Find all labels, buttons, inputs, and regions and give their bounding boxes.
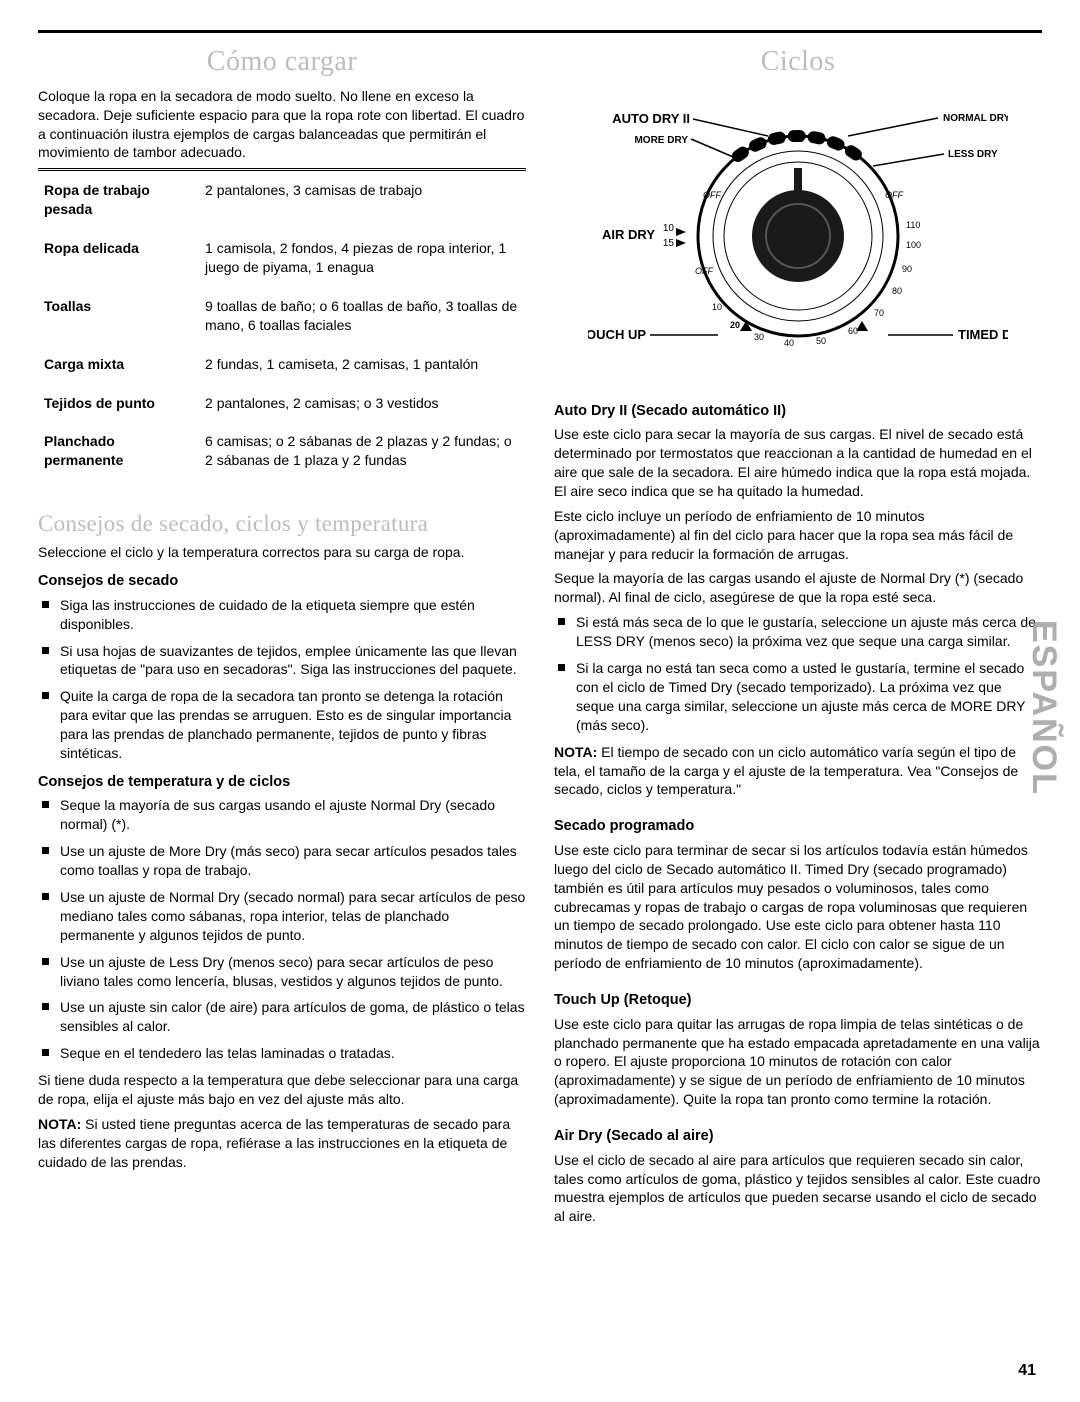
load-items: 6 camisas; o 2 sábanas de 2 plazas y 2 f… [201, 424, 524, 480]
load-items: 2 pantalones, 3 camisas de trabajo [201, 173, 524, 229]
list-item: Si usa hojas de suavizantes de tejidos, … [38, 642, 526, 680]
rim-100: 100 [906, 240, 921, 250]
label-normal-dry: NORMAL DRY [943, 113, 1008, 124]
label-air-dry: AIR DRY [602, 227, 655, 242]
auto-nota-label: NOTA: [554, 744, 597, 760]
subheading-secado-programado: Secado programado [554, 817, 1042, 837]
subheading-auto-dry: Auto Dry II (Secado automático II) [554, 402, 1042, 422]
side-language-label: ESPAÑOL [1020, 620, 1066, 796]
load-type: Tejidos de punto [40, 386, 199, 423]
label-air-15: 15 [663, 238, 675, 249]
rim-30: 30 [754, 332, 764, 342]
label-auto-dry: AUTO DRY II [612, 111, 690, 126]
auto-p3: Seque la mayoría de las cargas usando el… [554, 569, 1042, 607]
top-rule [38, 30, 1042, 33]
rim-90: 90 [902, 264, 912, 274]
tips-intro: Seleccione el ciclo y la temperatura cor… [38, 543, 526, 562]
table-row: Ropa de trabajo pesada2 pantalones, 3 ca… [40, 173, 524, 229]
temp-cycle-tips-list: Seque la mayoría de sus cargas usando el… [38, 796, 526, 1063]
list-item: Use un ajuste de More Dry (más seco) par… [38, 842, 526, 880]
label-touch-up: TOUCH UP [588, 327, 646, 342]
load-type: Ropa de trabajo pesada [40, 173, 199, 229]
load-items: 1 camisola, 2 fondos, 4 piezas de ropa i… [201, 231, 524, 287]
table-row: Tejidos de punto2 pantalones, 2 camisas;… [40, 386, 524, 423]
table-row: Planchado permanente6 camisas; o 2 sában… [40, 424, 524, 480]
rim-off-3: OFF [695, 266, 713, 276]
load-type: Toallas [40, 289, 199, 345]
page-number: 41 [1018, 1360, 1036, 1382]
list-item: Use un ajuste sin calor (de aire) para a… [38, 998, 526, 1036]
rim-off-1: OFF [703, 190, 721, 200]
load-intro: Coloque la ropa en la secadora de modo s… [38, 87, 526, 163]
cycle-dial-diagram: AUTO DRY II MORE DRY NORMAL DRY LESS DRY… [554, 91, 1042, 386]
nota-paragraph: NOTA: Si usted tiene preguntas acerca de… [38, 1115, 526, 1172]
list-item: Use un ajuste de Normal Dry (secado norm… [38, 888, 526, 945]
air-p: Use el ciclo de secado al aire para artí… [554, 1151, 1042, 1227]
dial-svg: AUTO DRY II MORE DRY NORMAL DRY LESS DRY… [588, 91, 1008, 381]
rim-off-2: OFF [885, 190, 903, 200]
load-type: Ropa delicada [40, 231, 199, 287]
subheading-consejos-secado: Consejos de secado [38, 572, 526, 592]
load-items: 2 fundas, 1 camiseta, 2 camisas, 1 panta… [201, 347, 524, 384]
load-type: Carga mixta [40, 347, 199, 384]
drying-tips-list: Siga las instrucciones de cuidado de la … [38, 596, 526, 763]
left-column: Cómo cargar Coloque la ropa en la secado… [38, 41, 526, 1232]
list-item: Siga las instrucciones de cuidado de la … [38, 596, 526, 634]
rim-70: 70 [874, 308, 884, 318]
subheading-air-dry: Air Dry (Secado al aire) [554, 1127, 1042, 1147]
list-item: Seque la mayoría de sus cargas usando el… [38, 796, 526, 834]
list-item: Quite la carga de ropa de la secadora ta… [38, 687, 526, 763]
heading-ciclos: Ciclos [554, 43, 1042, 81]
list-item: Si la carga no está tan seca como a uste… [554, 659, 1042, 735]
list-item: Si está más seca de lo que le gustaría, … [554, 613, 1042, 651]
load-type: Planchado permanente [40, 424, 199, 480]
table-row: Toallas9 toallas de baño; o 6 toallas de… [40, 289, 524, 345]
two-column-layout: Cómo cargar Coloque la ropa en la secado… [38, 41, 1042, 1232]
label-less-dry: LESS DRY [948, 149, 998, 160]
subheading-touch-up: Touch Up (Retoque) [554, 991, 1042, 1011]
rim-80: 80 [892, 286, 902, 296]
rim-110: 110 [906, 220, 920, 230]
table-row: Ropa delicada1 camisola, 2 fondos, 4 pie… [40, 231, 524, 287]
load-examples-table: Ropa de trabajo pesada2 pantalones, 3 ca… [38, 168, 526, 482]
rim-20: 20 [730, 320, 740, 330]
subheading-consejos-temp: Consejos de temperatura y de ciclos [38, 773, 526, 793]
rim-10: 10 [712, 302, 722, 312]
load-items: 9 toallas de baño; o 6 toallas de baño, … [201, 289, 524, 345]
auto-p1: Use este ciclo para secar la mayoría de … [554, 425, 1042, 501]
list-item: Seque en el tendedero las telas laminada… [38, 1044, 526, 1063]
timed-p: Use este ciclo para terminar de secar si… [554, 841, 1042, 973]
rim-40: 40 [784, 338, 794, 348]
label-timed-dry: TIMED DRY [958, 327, 1008, 342]
table-row: Carga mixta2 fundas, 1 camiseta, 2 camis… [40, 347, 524, 384]
touch-p: Use este ciclo para quitar las arrugas d… [554, 1015, 1042, 1109]
label-air-10: 10 [663, 223, 675, 234]
heading-como-cargar: Cómo cargar [38, 43, 526, 81]
rim-50: 50 [816, 336, 826, 346]
auto-nota-text: El tiempo de secado con un ciclo automát… [554, 744, 1018, 798]
auto-p2: Este ciclo incluye un período de enfriam… [554, 507, 1042, 564]
auto-nota: NOTA: El tiempo de secado con un ciclo a… [554, 743, 1042, 800]
heading-consejos: Consejos de secado, ciclos y temperatura [38, 508, 526, 539]
temperature-doubt: Si tiene duda respecto a la temperatura … [38, 1071, 526, 1109]
nota-text: Si usted tiene preguntas acerca de las t… [38, 1116, 510, 1170]
label-more-dry: MORE DRY [634, 135, 688, 146]
auto-dry-bullets: Si está más seca de lo que le gustaría, … [554, 613, 1042, 734]
right-column: Ciclos AUTO DRY II MORE DRY NORMAL DRY L… [554, 41, 1042, 1232]
list-item: Use un ajuste de Less Dry (menos seco) p… [38, 953, 526, 991]
load-items: 2 pantalones, 2 camisas; o 3 vestidos [201, 386, 524, 423]
nota-label: NOTA: [38, 1116, 81, 1132]
